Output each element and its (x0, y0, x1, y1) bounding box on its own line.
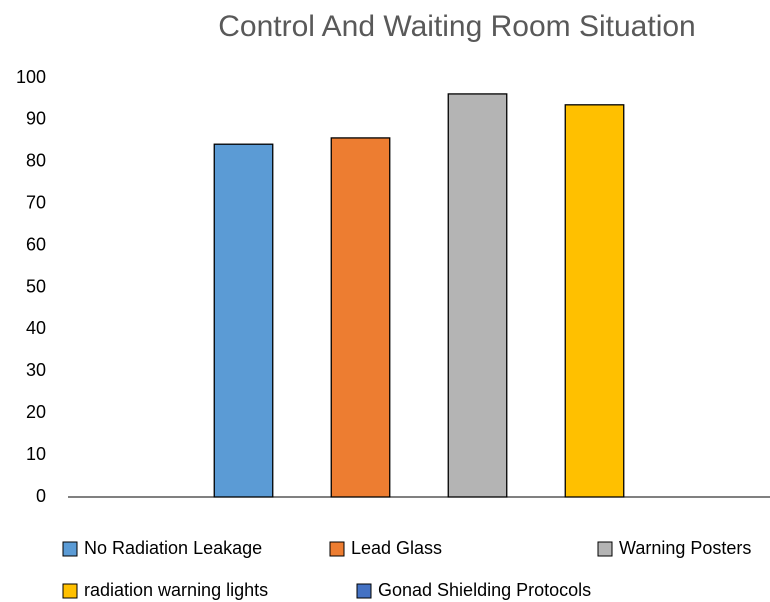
y-tick-label: 90 (26, 109, 46, 129)
bar (330, 137, 391, 498)
legend-label: radiation warning lights (84, 580, 268, 600)
legend-swatch (62, 541, 78, 557)
y-tick-label: 100 (16, 67, 46, 87)
legend-swatch (329, 541, 345, 557)
bar (213, 143, 274, 498)
y-tick-label: 70 (26, 192, 46, 212)
legend-swatch (62, 583, 78, 599)
y-tick-label: 50 (26, 276, 46, 296)
y-tick-label: 60 (26, 234, 46, 254)
legend-swatch (597, 541, 613, 557)
y-tick-label: 30 (26, 360, 46, 380)
legend-label: Warning Posters (619, 538, 751, 558)
bar (447, 93, 508, 498)
y-tick-label: 40 (26, 318, 46, 338)
bar (564, 104, 625, 498)
chart-title: Control And Waiting Room Situation (218, 10, 695, 43)
legend-label: Gonad Shielding Protocols (378, 580, 591, 600)
y-tick-label: 10 (26, 444, 46, 464)
y-tick-label: 0 (36, 486, 46, 506)
legend-swatch (356, 583, 372, 599)
legend-label: Lead Glass (351, 538, 442, 558)
legend-label: No Radiation Leakage (84, 538, 262, 558)
y-tick-label: 20 (26, 402, 46, 422)
y-tick-label: 80 (26, 151, 46, 171)
